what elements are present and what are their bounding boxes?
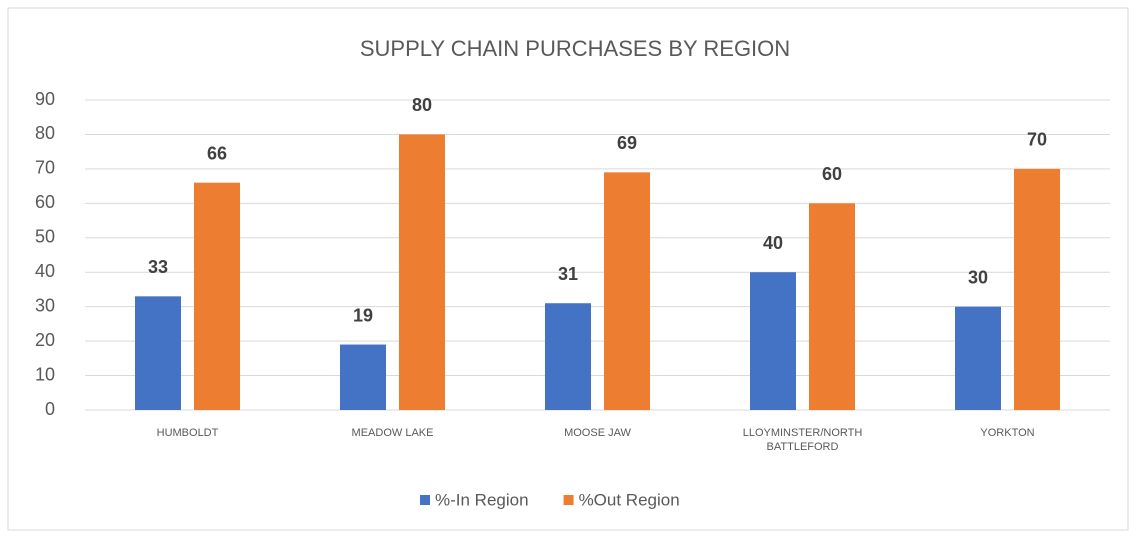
data-label: 70 — [1027, 130, 1047, 150]
y-tick-label: 70 — [35, 158, 55, 178]
data-label: 31 — [558, 264, 578, 284]
data-label: 19 — [353, 305, 373, 325]
data-label: 69 — [617, 133, 637, 153]
y-tick-label: 40 — [35, 261, 55, 281]
y-tick-label: 50 — [35, 227, 55, 247]
bar — [809, 203, 855, 410]
y-tick-label: 0 — [45, 399, 55, 419]
x-tick-label-box: MEADOW LAKE — [351, 427, 434, 439]
legend-swatch — [420, 495, 430, 505]
x-tick-label: HUMBOLDT — [156, 427, 219, 439]
x-tick-label: LLOYMINSTER/NORTH BATTLEFORD — [742, 427, 863, 453]
x-tick-label-box: MOOSE JAW — [564, 427, 631, 439]
legend-label: %Out Region — [579, 490, 680, 509]
legend-swatch — [563, 495, 574, 505]
data-label: 66 — [207, 143, 227, 163]
bar — [1014, 168, 1060, 410]
x-tick-label: YORKTON — [980, 427, 1035, 439]
data-label: 80 — [412, 95, 432, 115]
chart-title: SUPPLY CHAIN PURCHASES BY REGION — [360, 36, 790, 61]
legend-label: %-In Region — [435, 490, 529, 509]
bar — [604, 172, 650, 410]
bar — [399, 134, 445, 410]
y-tick-label: 30 — [35, 295, 55, 315]
data-label: 40 — [763, 233, 783, 253]
bar — [955, 306, 1001, 410]
y-tick-label: 20 — [35, 330, 55, 350]
x-tick-label-box: HUMBOLDT — [156, 427, 219, 439]
bar — [545, 303, 591, 410]
x-tick-label: MOOSE JAW — [564, 427, 631, 439]
x-tick-label-box: LLOYMINSTER/NORTH BATTLEFORD — [742, 427, 863, 453]
y-tick-label: 10 — [35, 364, 55, 384]
bar — [194, 182, 240, 410]
bar — [135, 296, 181, 410]
bar — [750, 272, 796, 410]
data-label: 33 — [148, 257, 168, 277]
y-tick-label: 90 — [35, 89, 55, 109]
y-tick-label: 60 — [35, 192, 55, 212]
bar — [340, 344, 386, 410]
y-tick-label: 80 — [35, 123, 55, 143]
x-tick-label: MEADOW LAKE — [351, 427, 434, 439]
data-label: 60 — [822, 164, 842, 184]
x-tick-label-box: YORKTON — [980, 427, 1035, 439]
data-label: 30 — [968, 267, 988, 287]
